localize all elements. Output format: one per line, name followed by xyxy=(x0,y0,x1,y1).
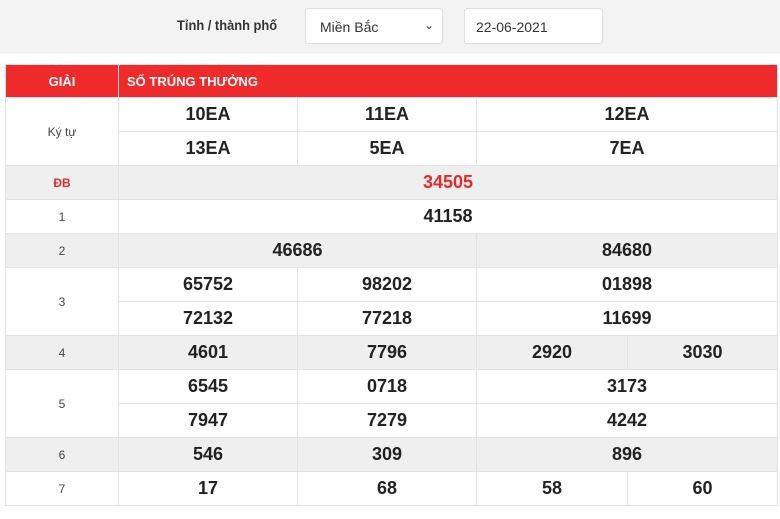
number: 4601 xyxy=(118,335,298,370)
number: 46686 xyxy=(118,233,477,268)
prize-label: 3 xyxy=(5,267,119,336)
table-row: Ký tự 10EA 11EA 12EA xyxy=(5,97,778,166)
number: 65752 xyxy=(118,267,298,302)
prize-label: 2 xyxy=(5,233,119,268)
table-row: 3 65752 98202 01898 xyxy=(5,267,778,336)
table-row: 2 46686 84680 xyxy=(5,233,778,268)
code: 10EA xyxy=(118,97,298,132)
table-row: 13EA 5EA 7EA xyxy=(6,131,778,166)
number: 11699 xyxy=(476,301,778,336)
prize-label: 4 xyxy=(5,335,119,370)
code: 7EA xyxy=(476,131,778,166)
code: 13EA xyxy=(118,131,298,166)
filter-bar: Tỉnh / thành phố Miền Bắc ⌄ 22-06-2021 xyxy=(0,0,780,54)
code: 12EA xyxy=(476,97,778,132)
table-row: 5 6545 0718 3173 xyxy=(5,369,778,438)
number: 68 xyxy=(297,471,477,506)
table-row: 7947 7279 4242 xyxy=(6,403,778,438)
table-row: 6 546 309 896 xyxy=(5,437,778,472)
prize-label: 6 xyxy=(5,437,119,472)
prize-label: 5 xyxy=(5,369,119,438)
number: 58 xyxy=(476,471,628,506)
special-number: 34505 xyxy=(118,165,778,200)
table-row: ĐB 34505 xyxy=(5,165,778,200)
number: 4242 xyxy=(476,403,778,438)
header-numbers: SỐ TRÚNG THƯỞNG xyxy=(118,64,778,98)
table-row: 72132 77218 11699 xyxy=(6,301,778,336)
number: 7796 xyxy=(297,335,477,370)
province-value: Miền Bắc xyxy=(320,19,379,35)
number: 77218 xyxy=(297,301,477,336)
number: 60 xyxy=(627,471,778,506)
table-row: 7 17 68 58 60 xyxy=(5,471,778,506)
table-row: 1 41158 xyxy=(5,199,778,234)
date-input[interactable]: 22-06-2021 xyxy=(464,8,603,44)
prize-label: ĐB xyxy=(5,165,119,200)
number: 41158 xyxy=(118,199,778,234)
number: 84680 xyxy=(476,233,778,268)
number: 2920 xyxy=(476,335,628,370)
chevron-down-icon: ⌄ xyxy=(423,18,434,32)
number: 6545 xyxy=(118,369,298,404)
number: 3173 xyxy=(476,369,778,404)
number: 896 xyxy=(476,437,778,472)
prize-label: 7 xyxy=(5,471,119,506)
results-table: GIẢI SỐ TRÚNG THƯỞNG Ký tự 10EA 11EA 12E… xyxy=(5,64,778,506)
number: 98202 xyxy=(297,267,477,302)
prize-label: Ký tự xyxy=(5,97,119,166)
number: 01898 xyxy=(476,267,778,302)
number: 7279 xyxy=(297,403,477,438)
province-label: Tỉnh / thành phố xyxy=(177,17,278,33)
province-select[interactable]: Miền Bắc ⌄ xyxy=(305,8,443,44)
code: 11EA xyxy=(297,97,477,132)
table-row: 4 4601 7796 2920 3030 xyxy=(5,335,778,370)
number: 546 xyxy=(118,437,298,472)
number: 3030 xyxy=(627,335,778,370)
prize-label: 1 xyxy=(5,199,119,234)
number: 309 xyxy=(297,437,477,472)
number: 17 xyxy=(118,471,298,506)
number: 72132 xyxy=(118,301,298,336)
code: 5EA xyxy=(297,131,477,166)
number: 7947 xyxy=(118,403,298,438)
number: 0718 xyxy=(297,369,477,404)
header-prize: GIẢI xyxy=(5,64,119,98)
